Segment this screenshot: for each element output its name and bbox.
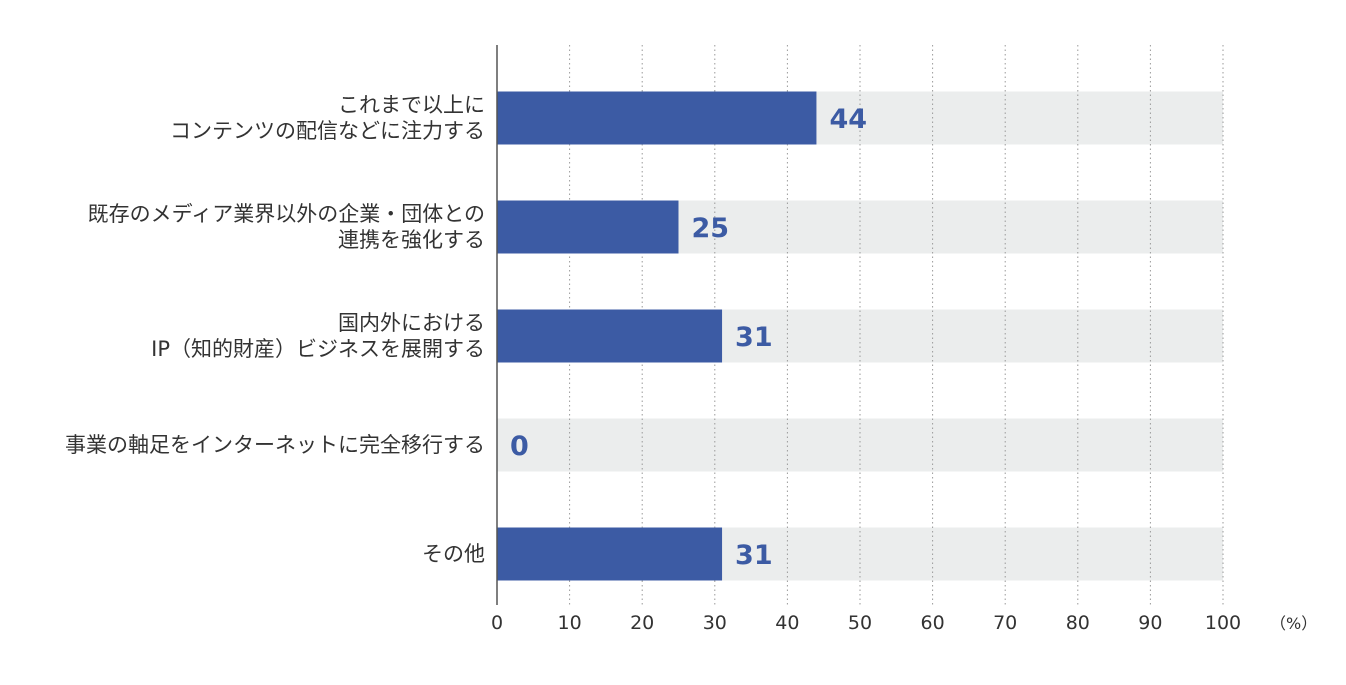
x-tick-label: 40 [775, 612, 799, 634]
bar-track [497, 418, 1223, 472]
bars [497, 91, 817, 581]
x-tick-label: 0 [491, 612, 503, 634]
value-label: 31 [735, 540, 773, 571]
category-label-line: 既存のメディア業界以外の企業・団体との [88, 202, 485, 226]
x-tick-label: 90 [1138, 612, 1162, 634]
x-tick-label: 70 [993, 612, 1017, 634]
x-tick-label: 10 [558, 612, 582, 634]
category-label-line: これまで以上に [338, 93, 485, 117]
category-label-line: 国内外における [338, 311, 485, 335]
x-tick-label: 20 [630, 612, 654, 634]
category-label-line: コンテンツの配信などに注力する [170, 119, 485, 143]
x-tick-label: 100 [1205, 612, 1241, 634]
x-tick-labels: 0 10 20 30 40 50 60 70 80 90 100 [491, 612, 1241, 634]
x-tick-label: 60 [921, 612, 945, 634]
value-label: 31 [735, 322, 773, 353]
bar [497, 200, 679, 254]
category-label-line: その他 [422, 542, 485, 566]
unit-label: （%） [1270, 614, 1317, 633]
category-label: 事業の軸足をインターネットに完全移行する [65, 433, 485, 457]
category-label-line: 事業の軸足をインターネットに完全移行する [65, 433, 485, 457]
value-label: 0 [510, 431, 529, 462]
x-tick-label: 30 [703, 612, 727, 634]
value-labels: 44 25 31 0 31 [510, 104, 867, 571]
value-label: 44 [829, 104, 867, 135]
bar [497, 309, 723, 363]
value-label: 25 [692, 213, 730, 244]
x-tick-label: 50 [848, 612, 872, 634]
category-label: 既存のメディア業界以外の企業・団体との連携を強化する [88, 202, 485, 252]
category-label: その他 [422, 542, 485, 566]
x-tick-label: 80 [1066, 612, 1090, 634]
bar [497, 91, 817, 145]
category-label: 国内外における IP（知的財産）ビジネスを展開する [151, 311, 485, 361]
category-label-line: IP（知的財産）ビジネスを展開する [151, 337, 485, 361]
category-label: これまで以上にコンテンツの配信などに注力する [170, 93, 485, 143]
bar [497, 527, 723, 581]
category-label-line: 連携を強化する [338, 228, 485, 252]
category-labels: これまで以上にコンテンツの配信などに注力する既存のメディア業界以外の企業・団体と… [65, 93, 485, 566]
